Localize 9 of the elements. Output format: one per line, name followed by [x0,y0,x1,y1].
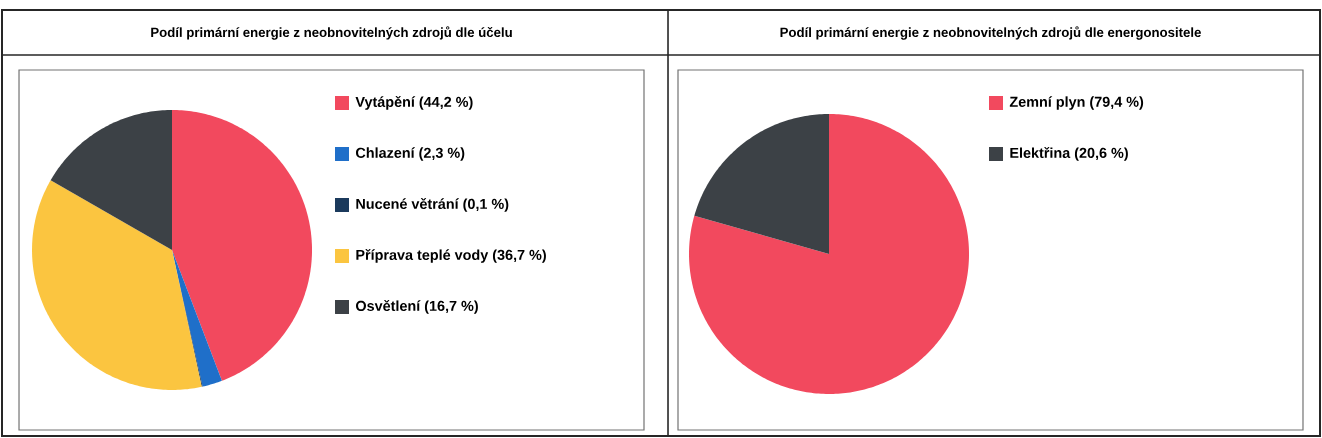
legend-label: Nucené větrání (0,1 %) [356,198,509,212]
legend-label: Příprava teplé vody (36,7 %) [356,249,546,263]
legend-label: Chlazení (2,3 %) [356,147,465,161]
chart-title: Podíl primární energie z neobnovitelných zdrojů dle energonositele [780,26,1201,40]
legend-label: Osvětlení (16,7 %) [356,300,478,314]
legend-label: Zemní plyn (79,4 %) [1009,96,1144,110]
legend-label: Vytápění (44,2 %) [355,96,473,110]
legend-label: Elektřina (20,6 %) [1010,147,1128,161]
chart-title: Podíl primární energie z neobnovitelných zdrojů dle účelu [151,26,512,40]
